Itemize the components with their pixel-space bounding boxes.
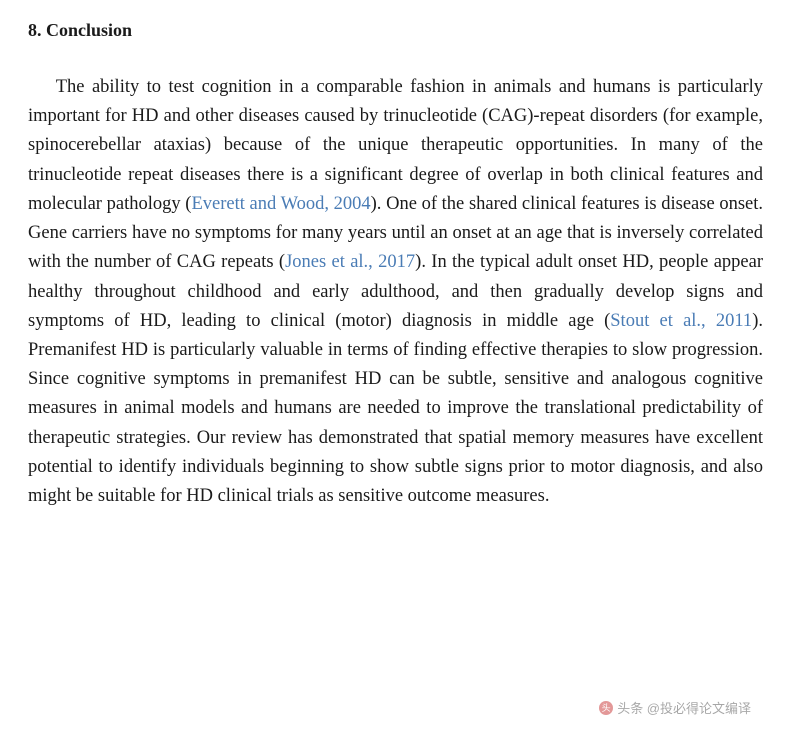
- section-heading: 8. Conclusion: [28, 20, 763, 41]
- citation[interactable]: Jones et al., 2017: [285, 252, 415, 272]
- citation[interactable]: Everett and Wood, 2004: [191, 194, 370, 214]
- section-number: 8.: [28, 20, 42, 40]
- watermark: 头 头条 @投必得论文编译: [599, 698, 751, 717]
- section-title: Conclusion: [46, 20, 132, 40]
- body-paragraph: The ability to test cognition in a compa…: [28, 73, 763, 511]
- citation[interactable]: Stout et al., 2011: [610, 311, 752, 331]
- watermark-text: 头条 @投必得论文编译: [617, 698, 751, 717]
- watermark-icon: 头: [599, 701, 613, 715]
